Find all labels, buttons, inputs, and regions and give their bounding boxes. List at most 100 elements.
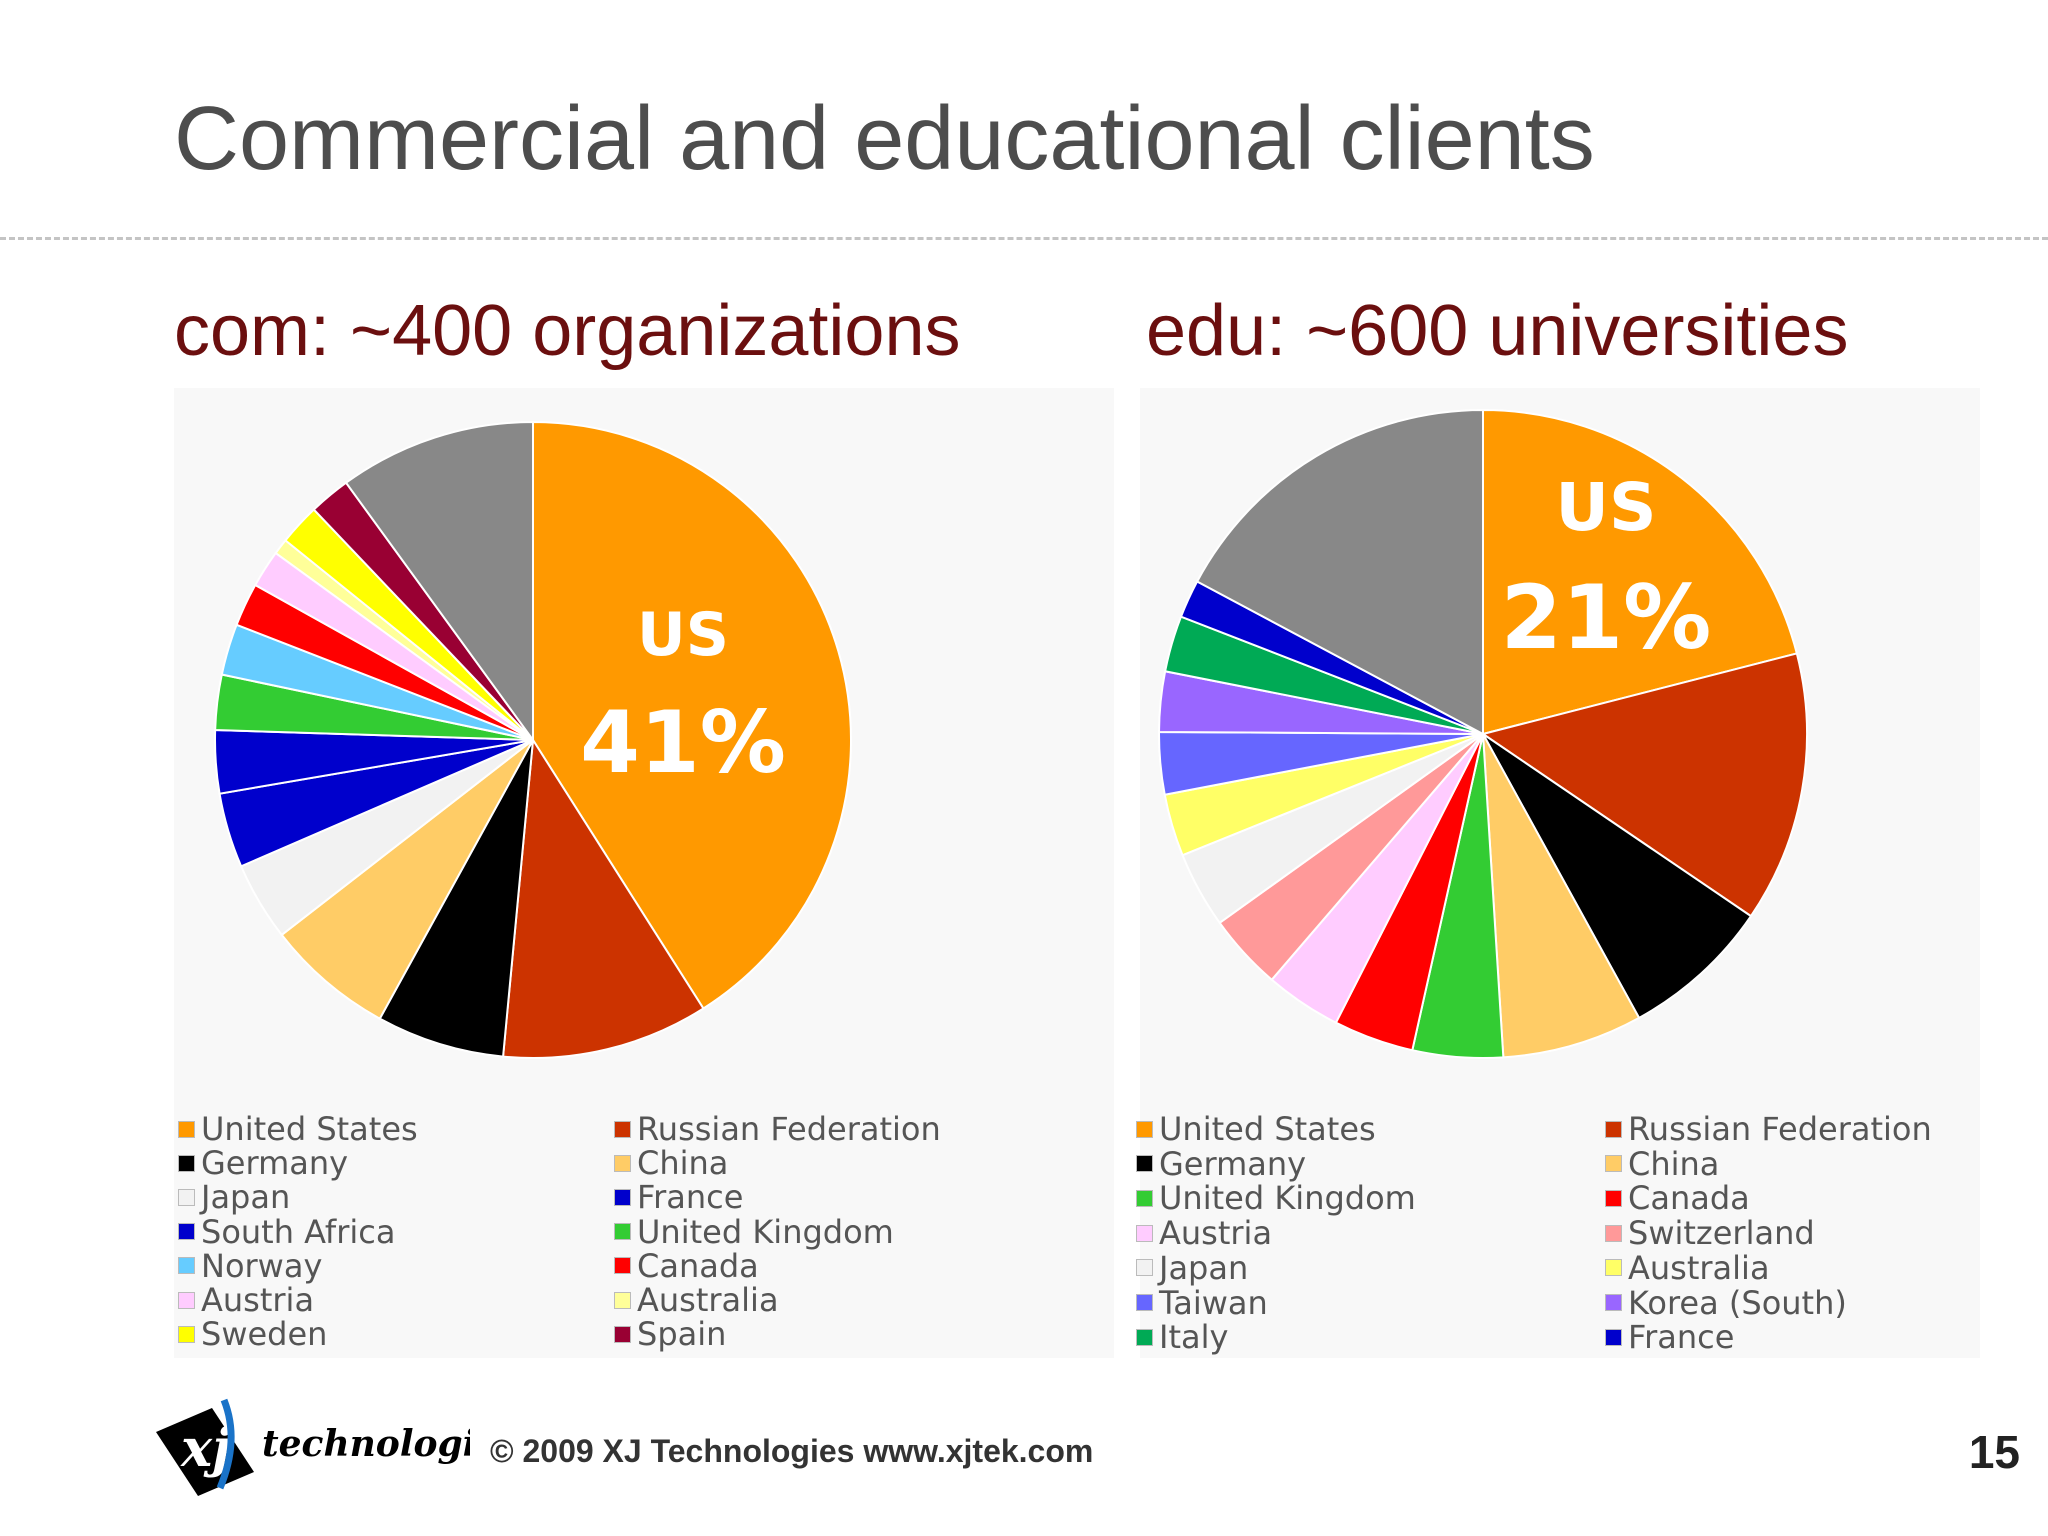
legend-swatch [614, 1120, 631, 1138]
legend-swatch [614, 1291, 631, 1309]
com-legend-item-south-africa: South Africa [178, 1213, 395, 1251]
edu-legend-item-italy: Italy [1136, 1318, 1228, 1356]
legend-swatch [1136, 1189, 1153, 1207]
legend-swatch [1605, 1328, 1622, 1346]
legend-label: Japan [1159, 1248, 1249, 1287]
legend-label: United States [201, 1110, 418, 1148]
com-legend-item-norway: Norway [178, 1247, 322, 1285]
legend-swatch [1136, 1259, 1153, 1277]
com-legend-item-australia: Australia [614, 1281, 779, 1319]
com-legend-item-france: France [614, 1178, 743, 1216]
legend-swatch [1136, 1294, 1153, 1311]
edu-legend-item-canada: Canada [1605, 1179, 1750, 1217]
edu-legend-item-switzerland: Switzerland [1605, 1214, 1815, 1252]
legend-swatch [614, 1188, 631, 1206]
edu-legend-item-austria: Austria [1136, 1214, 1272, 1252]
legend-label: Sweden [201, 1315, 328, 1354]
edu-legend-item-china: China [1605, 1145, 1719, 1183]
legend-swatch [1605, 1155, 1622, 1173]
legend-swatch [1605, 1294, 1622, 1311]
com-slice-united-states [532, 420, 852, 1010]
slide-title: Commercial and educational clients [174, 89, 1595, 189]
legend-swatch [1605, 1120, 1622, 1138]
legend-swatch [614, 1257, 631, 1275]
legend-label: Canada [637, 1246, 759, 1285]
edu-legend-item-japan: Japan [1136, 1249, 1248, 1287]
legend-label: Spain [637, 1315, 727, 1354]
com-legend-item-japan: Japan [178, 1178, 290, 1216]
title-divider [0, 237, 2048, 240]
legend-swatch [1136, 1224, 1153, 1242]
edu-legend-item-russian-federation: Russian Federation [1605, 1110, 1932, 1148]
legend-swatch [178, 1325, 195, 1343]
com-legend-item-sweden: Sweden [178, 1315, 327, 1353]
legend-label: Germany [201, 1144, 349, 1183]
edu-legend-item-germany: Germany [1136, 1145, 1306, 1183]
legend-swatch [614, 1154, 631, 1172]
com-legend-item-united-states: United States [178, 1110, 418, 1148]
com-legend-item-canada: Canada [614, 1247, 759, 1285]
edu-legend-item-france: France [1605, 1318, 1734, 1356]
legend-label: United Kingdom [637, 1212, 894, 1251]
edu-legend-item-taiwan: Taiwan [1136, 1284, 1268, 1322]
edu-slice-united-states [1482, 408, 1799, 736]
page-number: 15 [1968, 1426, 2020, 1478]
xj-technologies-logo: xj technologies [156, 1398, 470, 1496]
legend-swatch [1136, 1328, 1153, 1346]
legend-label: Russian Federation [637, 1110, 941, 1148]
edu-legend-item-australia: Australia [1605, 1249, 1770, 1287]
edu-legend-item-united-kingdom: United Kingdom [1136, 1179, 1416, 1217]
legend-swatch [178, 1291, 195, 1309]
legend-label: South Africa [201, 1212, 396, 1251]
legend-swatch [1136, 1155, 1153, 1173]
edu-slice-other [1195, 408, 1484, 736]
legend-label: Japan [201, 1178, 291, 1217]
com-slice-other [344, 420, 534, 744]
legend-swatch [1136, 1120, 1153, 1138]
edu-slice-germany [1482, 733, 1753, 1020]
legend-swatch [614, 1223, 631, 1241]
com-chart-title: com: ~400 organizations [174, 291, 961, 371]
legend-label: Austria [1159, 1214, 1273, 1253]
legend-label: Australia [637, 1281, 779, 1319]
com-highlight-label: US [637, 600, 729, 670]
legend-label: Germany [1159, 1144, 1307, 1183]
legend-swatch [614, 1325, 631, 1343]
edu-highlight-value: 21% [1501, 566, 1712, 669]
edu-legend-item-korea-south: Korea (South) [1605, 1284, 1847, 1322]
com-legend-item-united-kingdom: United Kingdom [614, 1213, 894, 1251]
legend-swatch [178, 1154, 195, 1172]
legend-label: Canada [1628, 1179, 1750, 1218]
legend-swatch [178, 1120, 195, 1138]
legend-label: China [637, 1144, 729, 1183]
legend-label: France [1628, 1318, 1735, 1357]
footer-copyright: © 2009 XJ Technologies www.xjtek.com [490, 1433, 1094, 1469]
legend-label: Austria [201, 1281, 315, 1319]
legend-label: Korea (South) [1628, 1283, 1847, 1322]
edu-slice-china [1482, 733, 1641, 1059]
legend-label: Taiwan [1159, 1283, 1268, 1322]
edu-slice-russian-federation [1480, 652, 1808, 918]
legend-swatch [1605, 1189, 1622, 1207]
legend-label: Switzerland [1628, 1214, 1815, 1253]
com-legend-item-austria: Austria [178, 1281, 314, 1319]
legend-swatch [1605, 1259, 1622, 1277]
legend-label: Norway [201, 1246, 323, 1285]
legend-swatch [178, 1257, 195, 1275]
legend-label: China [1628, 1144, 1720, 1183]
com-highlight-value: 41% [580, 693, 786, 793]
legend-swatch [178, 1188, 195, 1206]
legend-swatch [1605, 1224, 1622, 1242]
logo-wordmark: technologies [262, 1423, 470, 1465]
legend-label: France [637, 1178, 744, 1217]
com-slice-russian-federation [501, 736, 705, 1059]
com-legend-item-spain: Spain [614, 1315, 726, 1353]
legend-label: Australia [1628, 1248, 1770, 1287]
legend-swatch [178, 1223, 195, 1241]
legend-label: United Kingdom [1159, 1179, 1416, 1218]
com-legend-item-china: China [614, 1144, 728, 1182]
com-legend-item-russian-federation: Russian Federation [614, 1110, 941, 1148]
edu-highlight-label: US [1555, 469, 1656, 546]
com-slice-china [280, 739, 534, 1021]
